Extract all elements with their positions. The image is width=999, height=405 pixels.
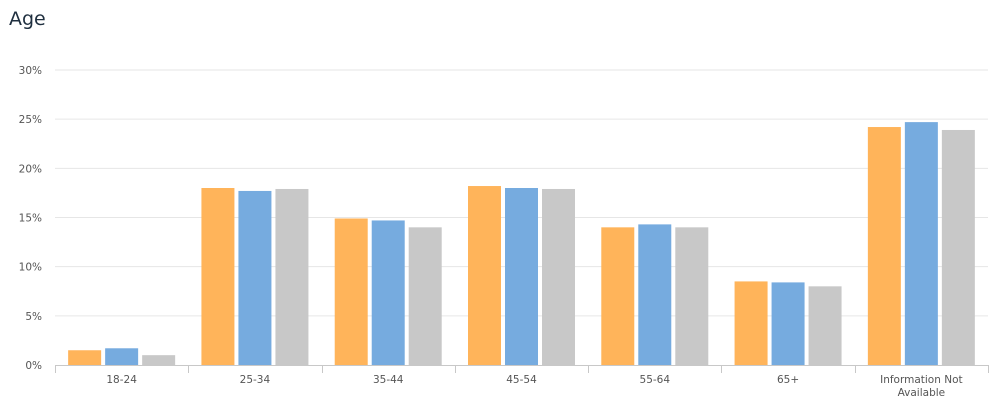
x-tick-label: Information Not Available bbox=[880, 374, 963, 399]
page-title: Age bbox=[9, 8, 46, 30]
bar[interactable] bbox=[941, 129, 975, 365]
bar[interactable] bbox=[675, 227, 709, 365]
bar[interactable] bbox=[408, 227, 442, 365]
y-axis: 0% 5% 10% 15% 20% 25% 30% bbox=[19, 65, 42, 372]
x-axis: 18-24 25-34 35-44 45-54 55-64 65+ Information … bbox=[55, 365, 989, 399]
bar[interactable] bbox=[68, 350, 102, 365]
bar[interactable] bbox=[867, 127, 901, 366]
bar[interactable] bbox=[542, 188, 575, 365]
x-tick-label: 35-44 bbox=[373, 374, 404, 386]
x-tick-label: 18-24 bbox=[106, 374, 137, 386]
x-tick-label: 65+ bbox=[777, 374, 799, 386]
y-tick-label: 5% bbox=[25, 311, 42, 323]
bar[interactable] bbox=[904, 122, 938, 365]
bar[interactable] bbox=[105, 348, 139, 365]
bar[interactable] bbox=[334, 218, 368, 365]
x-tick-label: 45-54 bbox=[506, 374, 537, 386]
bar[interactable] bbox=[201, 188, 235, 365]
bar[interactable] bbox=[505, 188, 538, 365]
bar[interactable] bbox=[808, 286, 842, 365]
bar[interactable] bbox=[142, 355, 176, 365]
bars bbox=[68, 122, 975, 366]
bar[interactable] bbox=[275, 188, 309, 365]
y-tick-label: 15% bbox=[19, 213, 42, 225]
bar[interactable] bbox=[771, 282, 805, 365]
x-tick-label: 55-64 bbox=[640, 374, 671, 386]
bar[interactable] bbox=[638, 224, 672, 365]
bar[interactable] bbox=[371, 220, 405, 365]
bar[interactable] bbox=[734, 281, 768, 365]
bar[interactable] bbox=[601, 227, 635, 365]
y-tick-label: 25% bbox=[19, 114, 42, 126]
bar[interactable] bbox=[468, 186, 501, 365]
y-tick-label: 30% bbox=[19, 65, 42, 77]
y-tick-label: 10% bbox=[19, 262, 42, 274]
bar[interactable] bbox=[238, 190, 272, 365]
y-tick-label: 0% bbox=[25, 360, 42, 372]
y-tick-label: 20% bbox=[19, 163, 42, 175]
x-tick-label: 25-34 bbox=[240, 374, 271, 386]
